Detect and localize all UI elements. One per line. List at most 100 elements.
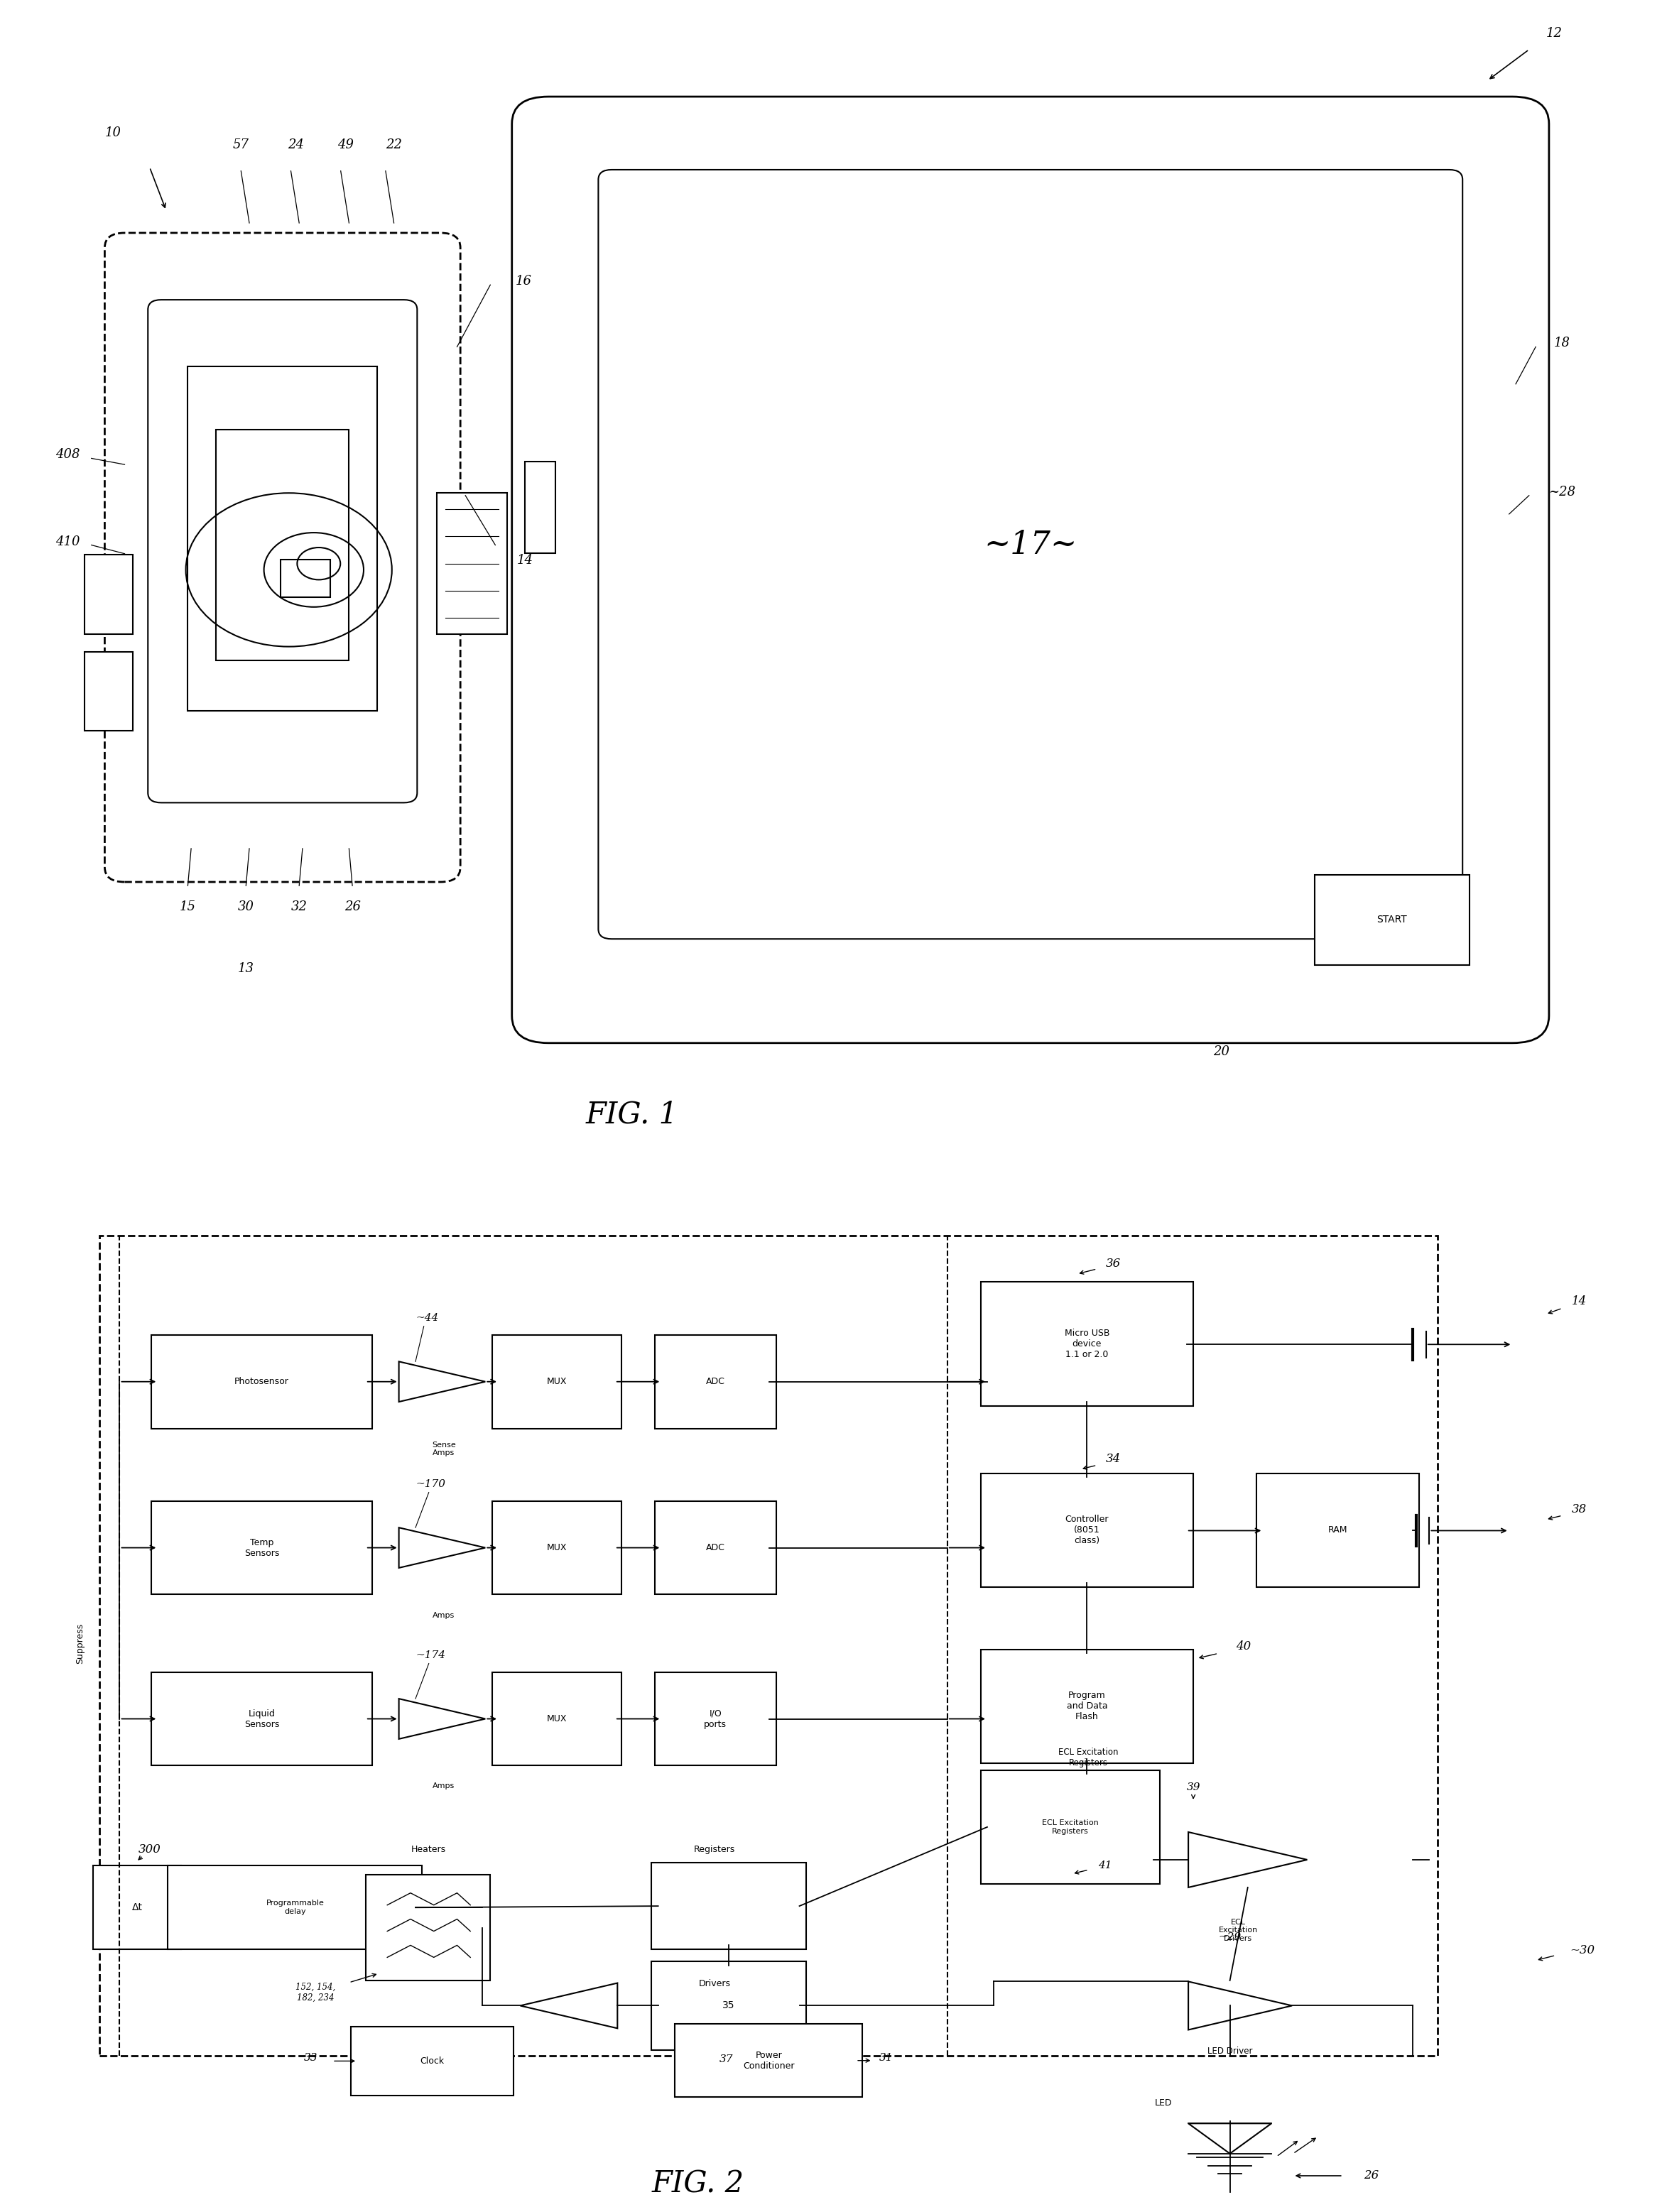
Text: 34: 34 (1105, 1453, 1122, 1464)
Text: FIG. 2: FIG. 2 (652, 2170, 745, 2199)
Text: 39: 39 (1187, 1783, 1200, 1792)
Text: 35: 35 (723, 2000, 735, 2011)
FancyBboxPatch shape (351, 2026, 514, 2095)
FancyBboxPatch shape (437, 493, 507, 635)
Text: 10: 10 (105, 126, 121, 139)
Text: Drivers: Drivers (698, 1980, 731, 1989)
Text: 408: 408 (55, 449, 80, 460)
Text: Registers: Registers (695, 1845, 735, 1854)
Text: Photosensor: Photosensor (234, 1378, 289, 1387)
Text: 14: 14 (1571, 1294, 1587, 1307)
FancyBboxPatch shape (525, 462, 555, 553)
Text: ADC: ADC (706, 1378, 725, 1387)
Text: 32: 32 (291, 900, 307, 914)
Text: Amps: Amps (432, 1783, 455, 1790)
FancyBboxPatch shape (512, 97, 1549, 1044)
Text: 49: 49 (337, 139, 354, 150)
FancyBboxPatch shape (188, 367, 377, 710)
Text: 33: 33 (304, 2053, 317, 2064)
Text: 31: 31 (879, 2053, 892, 2062)
Text: 38: 38 (1571, 1504, 1587, 1515)
FancyBboxPatch shape (981, 1650, 1193, 1763)
Text: Programmable
delay: Programmable delay (266, 1900, 324, 1916)
Text: ~28: ~28 (1549, 487, 1576, 498)
FancyBboxPatch shape (981, 1770, 1160, 1885)
Text: ~174: ~174 (416, 1650, 445, 1661)
Text: ~30: ~30 (1569, 1944, 1596, 1955)
Text: I/O
ports: I/O ports (705, 1710, 726, 1730)
Text: ECL
Excitation
Drivers: ECL Excitation Drivers (1218, 1918, 1258, 1942)
Text: Sense
Amps: Sense Amps (432, 1442, 455, 1458)
Text: Suppress: Suppress (75, 1624, 85, 1663)
FancyBboxPatch shape (151, 1502, 372, 1595)
Text: ~44: ~44 (416, 1314, 439, 1323)
Text: 12: 12 (1546, 27, 1562, 40)
Text: 410: 410 (55, 535, 80, 549)
FancyBboxPatch shape (655, 1334, 776, 1429)
FancyBboxPatch shape (981, 1283, 1193, 1407)
Text: ~17~: ~17~ (984, 529, 1077, 560)
Text: Program
and Data
Flash: Program and Data Flash (1067, 1690, 1107, 1721)
FancyBboxPatch shape (366, 1876, 490, 1980)
FancyBboxPatch shape (151, 1334, 372, 1429)
Text: RAM: RAM (1328, 1526, 1348, 1535)
Text: 30: 30 (238, 900, 254, 914)
FancyBboxPatch shape (652, 1863, 806, 1949)
Text: Liquid
Sensors: Liquid Sensors (244, 1710, 279, 1730)
Text: ~170: ~170 (416, 1480, 445, 1489)
FancyBboxPatch shape (981, 1473, 1193, 1586)
Text: LED: LED (1155, 2099, 1172, 2108)
Text: Heaters: Heaters (412, 1845, 445, 1854)
FancyBboxPatch shape (655, 1672, 776, 1765)
Text: Clock: Clock (420, 2057, 444, 2066)
FancyBboxPatch shape (85, 555, 133, 635)
Text: ADC: ADC (706, 1544, 725, 1553)
FancyBboxPatch shape (85, 653, 133, 730)
Text: 26: 26 (344, 900, 361, 914)
Text: 20: 20 (1213, 1046, 1230, 1057)
Text: ~29: ~29 (1218, 1933, 1242, 1942)
FancyBboxPatch shape (675, 2024, 863, 2097)
FancyBboxPatch shape (151, 1672, 372, 1765)
Text: Amps: Amps (432, 1613, 455, 1619)
Text: Δt: Δt (131, 1902, 143, 1913)
Text: 41: 41 (1099, 1860, 1112, 1871)
FancyBboxPatch shape (105, 232, 460, 883)
FancyBboxPatch shape (652, 1962, 806, 2051)
Text: Micro USB
device
1.1 or 2.0: Micro USB device 1.1 or 2.0 (1064, 1329, 1110, 1358)
Text: 22: 22 (386, 139, 402, 150)
FancyBboxPatch shape (598, 170, 1463, 938)
Text: ECL Excitation
Registers: ECL Excitation Registers (1059, 1747, 1119, 1767)
Text: 14: 14 (517, 553, 534, 566)
FancyBboxPatch shape (655, 1502, 776, 1595)
Text: 37: 37 (720, 2055, 733, 2064)
Text: 152, 154,
182, 234: 152, 154, 182, 234 (296, 1982, 336, 2002)
FancyBboxPatch shape (93, 1865, 181, 1949)
Text: ECL Excitation
Registers: ECL Excitation Registers (1042, 1818, 1099, 1834)
Text: Power
Conditioner: Power Conditioner (743, 2051, 794, 2070)
Text: MUX: MUX (547, 1544, 567, 1553)
Text: 15: 15 (179, 900, 196, 914)
FancyBboxPatch shape (281, 560, 331, 597)
Text: MUX: MUX (547, 1378, 567, 1387)
Text: FIG. 1: FIG. 1 (585, 1099, 678, 1130)
Text: 13: 13 (238, 962, 254, 975)
FancyBboxPatch shape (1315, 874, 1469, 964)
Text: 57: 57 (233, 139, 249, 150)
Text: Temp
Sensors: Temp Sensors (244, 1537, 279, 1557)
FancyBboxPatch shape (492, 1334, 622, 1429)
FancyBboxPatch shape (216, 429, 349, 659)
Text: Controller
(8051
class): Controller (8051 class) (1065, 1515, 1109, 1546)
Text: MUX: MUX (547, 1714, 567, 1723)
FancyBboxPatch shape (148, 301, 417, 803)
Text: LED Driver: LED Driver (1207, 2046, 1253, 2055)
Text: 40: 40 (1235, 1641, 1251, 1652)
FancyBboxPatch shape (168, 1865, 422, 1949)
Text: 300: 300 (138, 1843, 161, 1856)
FancyBboxPatch shape (492, 1672, 622, 1765)
Text: 16: 16 (515, 274, 532, 288)
Text: 18: 18 (1554, 336, 1571, 349)
FancyBboxPatch shape (1256, 1473, 1419, 1586)
Text: START: START (1376, 916, 1408, 925)
Text: 24: 24 (288, 139, 304, 150)
